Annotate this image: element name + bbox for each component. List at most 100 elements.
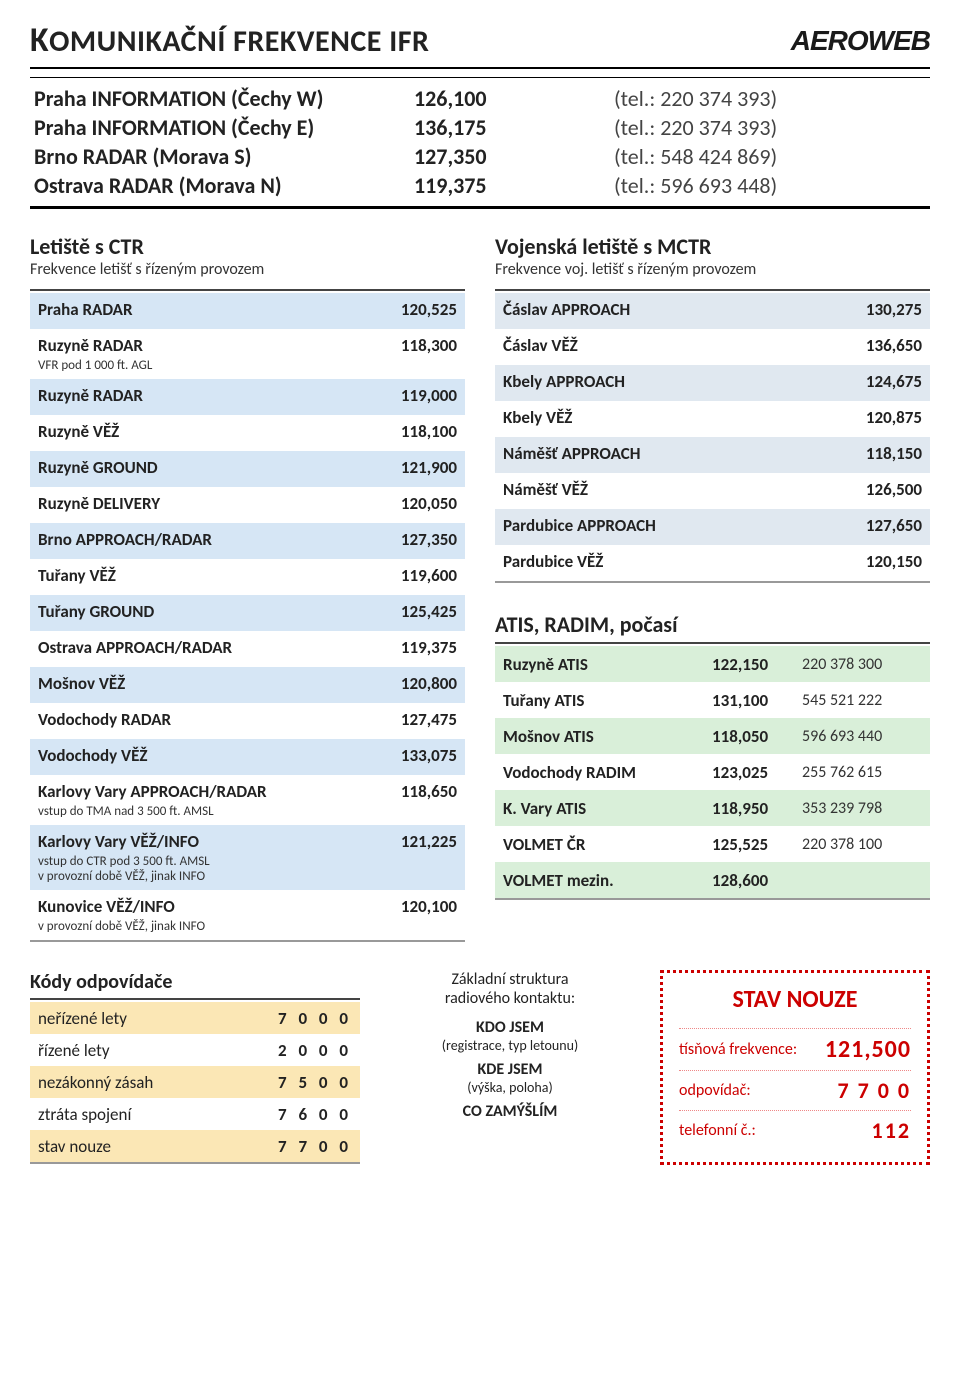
ctr-row: Ruzyně RADARVFR pod 1 000 ft. AGL118,300 — [30, 329, 465, 379]
ctr-row-name: Ruzyně RADAR — [38, 385, 401, 406]
mctr-row: Kbely APPROACH124,675 — [495, 365, 930, 401]
main-freq-row: Praha INFORMATION (Čechy W) 126,100 (tel… — [30, 84, 930, 113]
ctr-row-name: Brno APPROACH/RADAR — [38, 529, 401, 550]
atis-title: ATIS, RADIM, počasí — [495, 611, 930, 638]
title-text: OMUNIKAČNÍ FREKVENCE — [49, 23, 382, 60]
atis-row-phone: 255 762 615 — [802, 763, 922, 782]
mctr-row-name: Čáslav APPROACH — [503, 299, 866, 320]
main-freq-tel: (tel.: 548 424 869) — [614, 143, 926, 170]
ctr-row-name: Ruzyně RADARVFR pod 1 000 ft. AGL — [38, 335, 401, 373]
logo: AEROWEB — [791, 25, 930, 57]
code-row: řízené lety2 0 0 0 — [30, 1034, 360, 1066]
code-value: 2 0 0 0 — [278, 1040, 352, 1061]
contact-title: Základní struktura radiového kontaktu: — [380, 970, 640, 1008]
mctr-row-name: Kbely APPROACH — [503, 371, 866, 392]
ctr-row: Praha RADAR120,525 — [30, 293, 465, 329]
contact-where-sub: (výška, poloha) — [380, 1079, 640, 1096]
ctr-title: Letiště s CTR — [30, 233, 465, 260]
ctr-row-name: Tuřany VĚŽ — [38, 565, 401, 586]
atis-row: VOLMET ČR125,525220 378 100 — [495, 826, 930, 862]
code-row: stav nouze7 7 0 0 — [30, 1130, 360, 1162]
atis-row-freq: 118,050 — [712, 726, 802, 747]
code-row: ztráta spojení7 6 0 0 — [30, 1098, 360, 1130]
ctr-row-note: v provozní době VĚŽ, jinak INFO — [38, 919, 401, 934]
ctr-row: Kunovice VĚŽ/INFOv provozní době VĚŽ, ji… — [30, 890, 465, 940]
ctr-row-freq: 120,100 — [401, 896, 457, 917]
ctr-row-note: vstup do CTR pod 3 500 ft. AMSL v provoz… — [38, 854, 401, 884]
atis-row: Tuřany ATIS131,100545 521 222 — [495, 682, 930, 718]
mctr-row: Náměšť APPROACH118,150 — [495, 437, 930, 473]
ctr-row-name: Praha RADAR — [38, 299, 401, 320]
ctr-row: Karlovy Vary VĚŽ/INFOvstup do CTR pod 3 … — [30, 825, 465, 890]
contact-who: KDO JSEM — [380, 1018, 640, 1037]
ctr-row: Brno APPROACH/RADAR127,350 — [30, 523, 465, 559]
main-freq-value: 127,350 — [414, 143, 614, 170]
mctr-row-name: Pardubice APPROACH — [503, 515, 866, 536]
main-freq-value: 136,175 — [414, 114, 614, 141]
ctr-row-freq: 127,350 — [401, 529, 457, 550]
mctr-row: Náměšť VĚŽ126,500 — [495, 473, 930, 509]
mctr-row-freq: 130,275 — [866, 299, 922, 320]
mctr-row: Čáslav APPROACH130,275 — [495, 293, 930, 329]
mctr-row-freq: 120,150 — [866, 551, 922, 572]
atis-row-name: Vodochody RADIM — [503, 762, 712, 783]
code-label: neřízené lety — [38, 1008, 278, 1029]
contact-where: KDE JSEM — [380, 1060, 640, 1079]
ctr-row: Karlovy Vary APPROACH/RADARvstup do TMA … — [30, 775, 465, 825]
ctr-table: Praha RADAR120,525Ruzyně RADARVFR pod 1 … — [30, 293, 465, 942]
main-freq-row: Brno RADAR (Morava S) 127,350 (tel.: 548… — [30, 142, 930, 171]
atis-row-phone: 596 693 440 — [802, 727, 922, 746]
ctr-row-name: Ostrava APPROACH/RADAR — [38, 637, 401, 658]
ctr-row-freq: 118,100 — [401, 421, 457, 442]
atis-row: VOLMET mezin.128,600 — [495, 862, 930, 898]
mctr-row-freq: 124,675 — [866, 371, 922, 392]
ctr-row-freq: 118,650 — [401, 781, 457, 802]
emergency-row: odpovídač:7 7 0 0 — [679, 1070, 911, 1110]
contact-what: CO ZAMÝŠLÍM — [380, 1102, 640, 1121]
ctr-row-name: Karlovy Vary APPROACH/RADARvstup do TMA … — [38, 781, 401, 819]
atis-row-freq: 125,525 — [712, 834, 802, 855]
main-freq-name: Praha INFORMATION (Čechy E) — [34, 114, 414, 141]
ctr-row: Vodochody RADAR127,475 — [30, 703, 465, 739]
ctr-subtitle: Frekvence letišť s řízeným provozem — [30, 260, 465, 279]
code-value: 7 5 0 0 — [278, 1072, 352, 1093]
main-frequencies: Praha INFORMATION (Čechy W) 126,100 (tel… — [30, 77, 930, 209]
ctr-row-freq: 133,075 — [401, 745, 457, 766]
atis-header: ATIS, RADIM, počasí — [495, 611, 930, 644]
ctr-row-name: Tuřany GROUND — [38, 601, 401, 622]
atis-row-phone: 353 239 798 — [802, 799, 922, 818]
ctr-row-name: Ruzyně VĚŽ — [38, 421, 401, 442]
bottom-section: Kódy odpovídače neřízené lety7 0 0 0říze… — [30, 970, 930, 1165]
mctr-table: Čáslav APPROACH130,275Čáslav VĚŽ136,650K… — [495, 293, 930, 583]
code-value: 7 6 0 0 — [278, 1104, 352, 1125]
ctr-row: Ruzyně VĚŽ118,100 — [30, 415, 465, 451]
ctr-row-freq: 119,600 — [401, 565, 457, 586]
atis-row-name: Mošnov ATIS — [503, 726, 712, 747]
mctr-row: Čáslav VĚŽ136,650 — [495, 329, 930, 365]
mctr-row-freq: 120,875 — [866, 407, 922, 428]
mctr-header: Vojenská letiště s MCTR Frekvence voj. l… — [495, 233, 930, 291]
emergency-value: 112 — [872, 1117, 911, 1144]
atis-table: Ruzyně ATIS122,150220 378 300Tuřany ATIS… — [495, 646, 930, 900]
title-initial: K — [30, 20, 49, 61]
atis-row: Ruzyně ATIS122,150220 378 300 — [495, 646, 930, 682]
mctr-row-name: Náměšť APPROACH — [503, 443, 866, 464]
mctr-row-freq: 126,500 — [866, 479, 922, 500]
emergency-title: STAV NOUZE — [679, 985, 911, 1014]
ctr-row: Mošnov VĚŽ120,800 — [30, 667, 465, 703]
ctr-row-freq: 119,375 — [401, 637, 457, 658]
main-freq-name: Ostrava RADAR (Morava N) — [34, 172, 414, 199]
ctr-row-freq: 125,425 — [401, 601, 457, 622]
main-freq-name: Brno RADAR (Morava S) — [34, 143, 414, 170]
ctr-row: Ruzyně DELIVERY120,050 — [30, 487, 465, 523]
ctr-row-freq: 120,525 — [401, 299, 457, 320]
atis-row-freq: 123,025 — [712, 762, 802, 783]
mctr-row-freq: 136,650 — [866, 335, 922, 356]
emergency-box: STAV NOUZE tísňová frekvence:121,500odpo… — [660, 970, 930, 1165]
code-label: ztráta spojení — [38, 1104, 278, 1125]
main-freq-tel: (tel.: 596 693 448) — [614, 172, 926, 199]
left-column: Letiště s CTR Frekvence letišť s řízeným… — [30, 233, 465, 942]
ctr-row: Tuřany GROUND125,425 — [30, 595, 465, 631]
ctr-row: Vodochody VĚŽ133,075 — [30, 739, 465, 775]
ctr-row: Tuřany VĚŽ119,600 — [30, 559, 465, 595]
